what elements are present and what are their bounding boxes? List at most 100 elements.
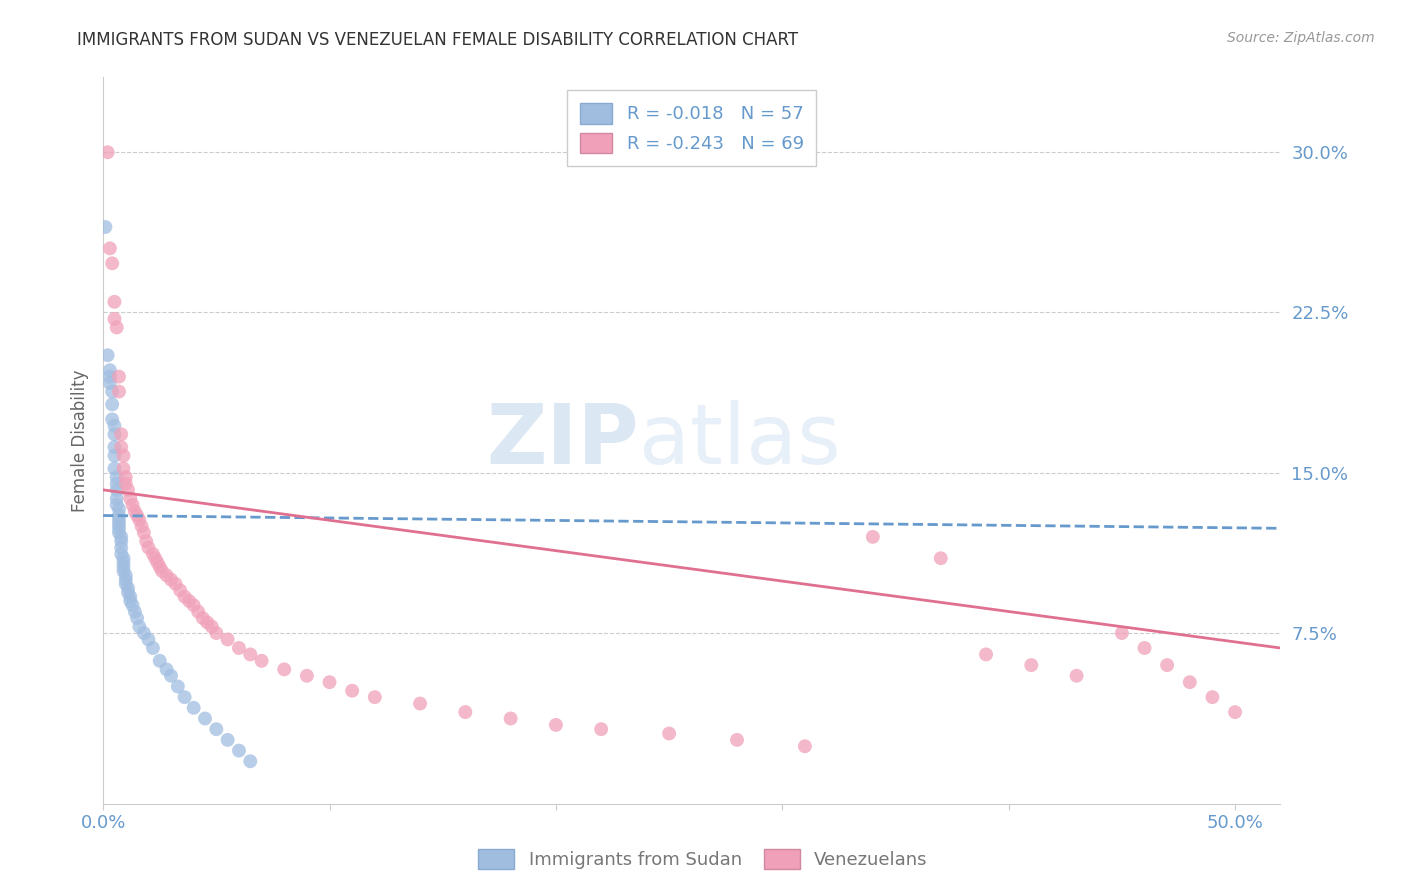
- Point: [173, 590, 195, 604]
- Point: [110, 547, 132, 561]
- Point: [1111, 626, 1133, 640]
- Point: [128, 513, 150, 527]
- Point: [146, 556, 169, 570]
- Point: [110, 534, 132, 549]
- Point: [110, 440, 132, 454]
- Point: [142, 547, 165, 561]
- Point: [124, 504, 146, 518]
- Point: [105, 491, 128, 506]
- Point: [112, 461, 135, 475]
- Point: [98, 363, 121, 377]
- Text: atlas: atlas: [638, 401, 841, 481]
- Point: [228, 743, 250, 757]
- Point: [97, 348, 120, 362]
- Point: [1201, 690, 1223, 705]
- Point: [250, 654, 273, 668]
- Point: [1066, 669, 1088, 683]
- Point: [499, 712, 522, 726]
- Point: [108, 384, 131, 399]
- Point: [364, 690, 387, 705]
- Point: [105, 320, 128, 334]
- Point: [165, 577, 187, 591]
- Point: [114, 568, 136, 582]
- Point: [138, 541, 160, 555]
- Point: [135, 534, 157, 549]
- Point: [103, 427, 125, 442]
- Point: [318, 675, 340, 690]
- Point: [103, 440, 125, 454]
- Point: [127, 508, 149, 523]
- Point: [239, 648, 262, 662]
- Point: [121, 599, 143, 613]
- Point: [160, 669, 183, 683]
- Point: [108, 525, 131, 540]
- Point: [128, 619, 150, 633]
- Text: IMMIGRANTS FROM SUDAN VS VENEZUELAN FEMALE DISABILITY CORRELATION CHART: IMMIGRANTS FROM SUDAN VS VENEZUELAN FEMA…: [77, 31, 799, 49]
- Point: [143, 551, 166, 566]
- Point: [108, 508, 131, 523]
- Point: [132, 626, 155, 640]
- Point: [191, 611, 214, 625]
- Point: [98, 376, 121, 390]
- Point: [132, 525, 155, 540]
- Point: [98, 241, 121, 255]
- Point: [120, 491, 142, 506]
- Point: [205, 626, 228, 640]
- Point: [150, 564, 173, 578]
- Point: [409, 697, 432, 711]
- Point: [169, 583, 191, 598]
- Point: [124, 605, 146, 619]
- Point: [183, 701, 205, 715]
- Point: [117, 581, 139, 595]
- Point: [1133, 640, 1156, 655]
- Y-axis label: Female Disability: Female Disability: [72, 369, 89, 512]
- Point: [591, 722, 613, 736]
- Point: [105, 498, 128, 512]
- Point: [112, 551, 135, 566]
- Point: [114, 470, 136, 484]
- Point: [101, 397, 124, 411]
- Point: [112, 449, 135, 463]
- Point: [108, 513, 131, 527]
- Point: [131, 519, 153, 533]
- Point: [217, 632, 239, 647]
- Point: [101, 256, 124, 270]
- Point: [112, 564, 135, 578]
- Point: [201, 619, 224, 633]
- Point: [862, 530, 884, 544]
- Point: [454, 705, 477, 719]
- Point: [110, 541, 132, 555]
- Point: [121, 498, 143, 512]
- Point: [114, 577, 136, 591]
- Point: [101, 412, 124, 426]
- Point: [273, 662, 295, 676]
- Point: [138, 632, 160, 647]
- Point: [112, 556, 135, 570]
- Point: [103, 418, 125, 433]
- Point: [173, 690, 195, 705]
- Point: [1156, 658, 1178, 673]
- Point: [160, 573, 183, 587]
- Point: [793, 739, 815, 754]
- Point: [183, 599, 205, 613]
- Point: [155, 568, 177, 582]
- Point: [166, 680, 188, 694]
- Point: [179, 594, 201, 608]
- Point: [929, 551, 952, 566]
- Legend: R = -0.018   N = 57, R = -0.243   N = 69: R = -0.018 N = 57, R = -0.243 N = 69: [567, 90, 817, 166]
- Point: [725, 732, 748, 747]
- Point: [108, 502, 131, 516]
- Point: [149, 654, 172, 668]
- Legend: Immigrants from Sudan, Venezuelans: Immigrants from Sudan, Venezuelans: [470, 839, 936, 879]
- Point: [195, 615, 218, 630]
- Point: [94, 220, 117, 235]
- Point: [103, 294, 125, 309]
- Point: [117, 585, 139, 599]
- Point: [1178, 675, 1201, 690]
- Point: [101, 384, 124, 399]
- Point: [108, 369, 131, 384]
- Point: [105, 470, 128, 484]
- Point: [1021, 658, 1043, 673]
- Point: [149, 559, 172, 574]
- Point: [110, 530, 132, 544]
